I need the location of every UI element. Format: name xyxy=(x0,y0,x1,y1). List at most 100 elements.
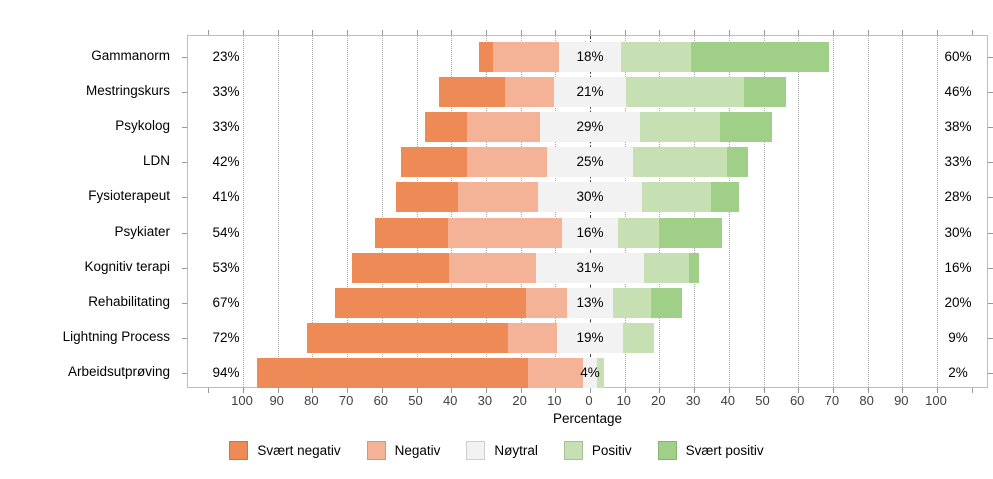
right-value-label: 38% xyxy=(944,118,972,134)
bar-segment-svaert-negativ xyxy=(307,323,509,354)
legend-item: Positiv xyxy=(563,441,632,460)
right-value-label: 46% xyxy=(944,83,972,99)
bar-segment-positiv xyxy=(621,41,691,72)
right-value-label: 16% xyxy=(944,259,972,275)
axis-tick-bottom xyxy=(451,388,453,393)
left-value-label: 41% xyxy=(212,189,240,205)
category-label: Psykiater xyxy=(114,223,170,239)
bar-segment-svaert-negativ xyxy=(395,182,459,213)
bar-segment-svaert-positiv xyxy=(650,287,682,318)
axis-tick-bottom xyxy=(694,388,696,393)
bar-segment-positiv xyxy=(640,111,721,142)
row-tick-right xyxy=(988,126,993,128)
row-tick-right xyxy=(988,373,993,375)
x-tick-label: 30 xyxy=(685,393,701,408)
bar-segment-negativ xyxy=(508,323,558,354)
bar-segment-negativ xyxy=(449,252,537,283)
bar-segment-svaert-positiv xyxy=(744,76,787,107)
x-tick-label: 70 xyxy=(824,393,840,408)
axis-tick-bottom xyxy=(902,388,904,393)
bar-segment-positiv xyxy=(596,358,604,389)
x-tick-label: 10 xyxy=(616,393,631,408)
bar-segment-negativ xyxy=(466,111,540,142)
bar-segment-svaert-negativ xyxy=(439,76,505,107)
axis-tick-bottom xyxy=(659,388,661,393)
neutral-value-label: 31% xyxy=(576,259,604,275)
gridline xyxy=(798,36,800,387)
left-value-label: 94% xyxy=(212,365,240,381)
row-tick-right xyxy=(988,267,993,269)
axis-tick-top xyxy=(485,30,487,35)
neutral-value-label: 16% xyxy=(576,224,604,240)
legend-item: Nøytral xyxy=(466,441,538,460)
bar-segment-negativ xyxy=(504,76,554,107)
neutral-value-label: 4% xyxy=(580,365,600,381)
axis-tick-top xyxy=(971,30,973,35)
bar-segment-positiv xyxy=(622,323,655,354)
legend-swatch xyxy=(466,441,486,460)
neutral-value-label: 25% xyxy=(576,154,604,170)
bar-segment-svaert-positiv xyxy=(659,217,722,248)
axis-tick-top xyxy=(555,30,557,35)
legend-item: Negativ xyxy=(366,441,440,460)
legend-swatch xyxy=(563,441,583,460)
gridline xyxy=(867,36,869,387)
row-tick-left xyxy=(182,338,187,340)
bar-segment-svaert-negativ xyxy=(374,217,448,248)
x-tick-label: 20 xyxy=(651,393,666,408)
row-tick-right xyxy=(988,56,993,58)
category-label: Arbeidsutprøving xyxy=(67,364,170,380)
right-value-label: 20% xyxy=(944,294,972,310)
bar-segment-noytral xyxy=(557,323,623,354)
gridline xyxy=(312,36,314,387)
x-tick-label: 90 xyxy=(894,393,909,408)
right-value-label: 28% xyxy=(944,189,972,205)
bar-segment-negativ xyxy=(447,217,563,248)
legend-item: Svært positiv xyxy=(657,441,764,460)
bar-segment-noytral xyxy=(536,252,644,283)
axis-tick-top xyxy=(347,30,349,35)
bar-segment-svaert-negativ xyxy=(425,111,467,142)
bar-segment-positiv xyxy=(626,76,745,107)
x-tick-label: 70 xyxy=(338,393,354,408)
legend-label: Nøytral xyxy=(494,443,538,458)
x-tick-label: 30 xyxy=(477,393,493,408)
bar-segment-svaert-negativ xyxy=(478,41,493,72)
axis-tick-bottom xyxy=(798,388,800,393)
legend-swatch xyxy=(229,441,249,460)
bar-segment-noytral xyxy=(558,41,622,72)
x-axis-title: Percentage xyxy=(552,411,623,426)
row-tick-right xyxy=(988,232,993,234)
row-tick-right xyxy=(988,162,993,164)
right-value-label: 60% xyxy=(944,48,972,64)
row-tick-right xyxy=(988,197,993,199)
neutral-value-label: 19% xyxy=(576,330,604,346)
row-tick-left xyxy=(182,267,187,269)
row-tick-right xyxy=(988,338,993,340)
bar-segment-negativ xyxy=(458,182,538,213)
row-tick-left xyxy=(182,91,187,93)
bar-segment-positiv xyxy=(612,287,651,318)
axis-tick-bottom xyxy=(728,388,730,393)
left-value-label: 33% xyxy=(212,83,240,99)
x-tick-label: 80 xyxy=(304,393,319,408)
right-value-label: 33% xyxy=(944,154,972,170)
x-tick-label: 80 xyxy=(859,393,874,408)
legend-swatch xyxy=(657,441,677,460)
axis-tick-bottom xyxy=(971,388,973,393)
neutral-value-label: 21% xyxy=(576,83,604,99)
gridline xyxy=(763,36,765,387)
axis-tick-top xyxy=(624,30,626,35)
x-tick-label: 20 xyxy=(512,393,527,408)
left-value-label: 23% xyxy=(212,48,240,64)
axis-tick-top xyxy=(659,30,661,35)
axis-tick-top xyxy=(277,30,279,35)
bar-segment-svaert-negativ xyxy=(256,358,528,389)
right-value-label: 30% xyxy=(944,224,972,240)
gridline xyxy=(937,36,938,387)
axis-tick-bottom xyxy=(485,388,487,393)
bar-segment-noytral xyxy=(546,147,634,178)
x-tick-label: 40 xyxy=(442,393,458,408)
bar-segment-positiv xyxy=(643,252,689,283)
gridline xyxy=(832,36,834,387)
